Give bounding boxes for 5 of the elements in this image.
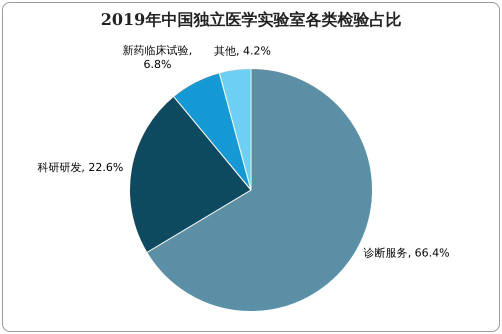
slice-label: 科研研发, 22.6% (37, 160, 124, 174)
slice-label: 新药临床试验, 6.8% (122, 44, 192, 71)
slice-label: 其他, 4.2% (214, 44, 271, 58)
slice-label: 诊断服务, 66.4% (364, 246, 450, 260)
chart-title: 2019年中国独立医学实验室各类检验占比 (100, 9, 402, 31)
